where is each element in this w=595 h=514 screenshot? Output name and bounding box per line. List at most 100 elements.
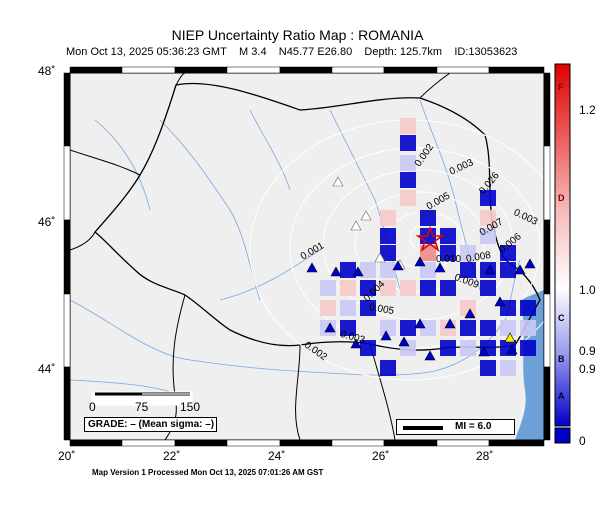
frame-band xyxy=(331,66,385,74)
ratio-cell xyxy=(500,245,516,261)
ratio-cell xyxy=(520,300,536,316)
map-title: NIEP Uncertainty Ratio Map : ROMANIA xyxy=(171,27,424,43)
ratio-cell xyxy=(380,280,396,296)
station-marker xyxy=(398,336,410,347)
frame-band xyxy=(383,66,438,74)
frame-band xyxy=(69,66,123,74)
event-info: Mon Oct 13, 2025 05:36:23 GMT M 3.4 N45.… xyxy=(66,46,517,58)
frame-band xyxy=(543,366,551,441)
ratio-cells xyxy=(320,118,536,376)
frame-band xyxy=(543,145,551,221)
lat-label: 44˚ xyxy=(38,362,56,376)
processing-footer: Map Version 1 Processed Mon Oct 13, 2025… xyxy=(92,468,324,477)
ratio-cell xyxy=(340,262,356,278)
frame-ticks xyxy=(63,66,551,447)
ratio-cell xyxy=(460,320,476,336)
ratio-cell xyxy=(400,320,416,336)
event-depth: Depth: 125.7km xyxy=(364,46,443,58)
frame-band xyxy=(121,66,176,74)
ratio-cell xyxy=(400,172,416,188)
mi-legend-bar xyxy=(403,426,443,430)
station-marker xyxy=(306,262,318,273)
frame-band xyxy=(279,439,333,447)
ratio-cell xyxy=(360,262,376,278)
ratio-cell xyxy=(400,190,416,206)
frame-band xyxy=(63,366,71,441)
ratio-cell xyxy=(420,320,436,336)
station-marker xyxy=(350,220,362,231)
event-id: ID:13053623 xyxy=(454,46,518,58)
ratio-cell xyxy=(380,245,396,261)
ratio-cell xyxy=(360,280,376,296)
ratio-cell xyxy=(360,300,376,316)
ratio-cell xyxy=(500,360,516,376)
contour-label: 0.010 xyxy=(436,254,462,265)
station-marker xyxy=(434,262,446,273)
frame-band xyxy=(488,439,545,447)
station-marker xyxy=(514,264,526,275)
frame-band xyxy=(174,66,228,74)
frame-band xyxy=(436,66,490,74)
ratio-cell xyxy=(520,340,536,356)
station-marker xyxy=(380,330,392,341)
station-marker xyxy=(352,266,364,277)
frame-band xyxy=(69,439,123,447)
station-marker xyxy=(350,338,362,349)
scale-bar xyxy=(91,391,193,406)
frame-band xyxy=(543,293,551,368)
ratio-cell xyxy=(460,340,476,356)
ratio-cell xyxy=(480,360,496,376)
lon-label: 24˚ xyxy=(268,449,286,463)
epicenter-star xyxy=(415,225,445,253)
lon-label: 26˚ xyxy=(372,449,390,463)
frame-band xyxy=(63,219,71,295)
frame-band xyxy=(63,293,71,368)
frame-band xyxy=(543,72,551,147)
ratio-cell xyxy=(380,228,396,244)
ratio-cell xyxy=(320,280,336,296)
frame-band xyxy=(488,66,545,74)
colorbar-zero-swatch xyxy=(554,427,571,444)
grade-letter: A xyxy=(558,391,565,401)
station-marker xyxy=(330,266,342,277)
ratio-cell xyxy=(340,320,356,336)
frame-band xyxy=(331,439,385,447)
event-location: N45.77 E26.80 xyxy=(278,46,353,58)
station-marker xyxy=(324,322,336,333)
mi-legend-label: MI = 6.0 xyxy=(455,421,492,432)
ratio-cell xyxy=(400,280,416,296)
ratio-cell xyxy=(460,262,476,278)
station-marker xyxy=(424,350,436,361)
mi-legend: MI = 6.0 xyxy=(396,419,515,435)
ratio-cell xyxy=(380,262,396,278)
frame-band xyxy=(226,439,281,447)
grade-box: GRADE: – (Mean sigma: –) xyxy=(84,417,217,432)
station-marker xyxy=(444,318,456,329)
ratio-cell xyxy=(380,320,396,336)
scale-label: 75 xyxy=(135,400,149,414)
ratio-cell xyxy=(340,280,356,296)
station-marker xyxy=(484,264,496,275)
colorbar xyxy=(554,63,571,427)
station-marker xyxy=(414,318,426,329)
highlight-station xyxy=(504,332,516,343)
ratio-cell xyxy=(460,245,476,261)
frame-band xyxy=(543,219,551,295)
station-marker xyxy=(494,296,506,307)
ratio-cell xyxy=(380,210,396,226)
station-marker xyxy=(392,260,404,271)
ratio-cell xyxy=(480,320,496,336)
ratio-cell xyxy=(400,135,416,151)
grade-letter: F xyxy=(558,82,564,92)
scale-label: 0 xyxy=(89,400,96,414)
black-sea xyxy=(515,290,544,440)
frame-band xyxy=(226,66,281,74)
ratio-cell xyxy=(360,340,376,356)
ratio-cell xyxy=(340,300,356,316)
event-time: Mon Oct 13, 2025 05:36:23 GMT xyxy=(66,46,227,58)
station-marker xyxy=(464,308,476,319)
lon-label: 20˚ xyxy=(58,449,76,463)
frame-band xyxy=(279,66,333,74)
ratio-cell xyxy=(440,228,456,244)
lon-label: 28˚ xyxy=(476,449,494,463)
